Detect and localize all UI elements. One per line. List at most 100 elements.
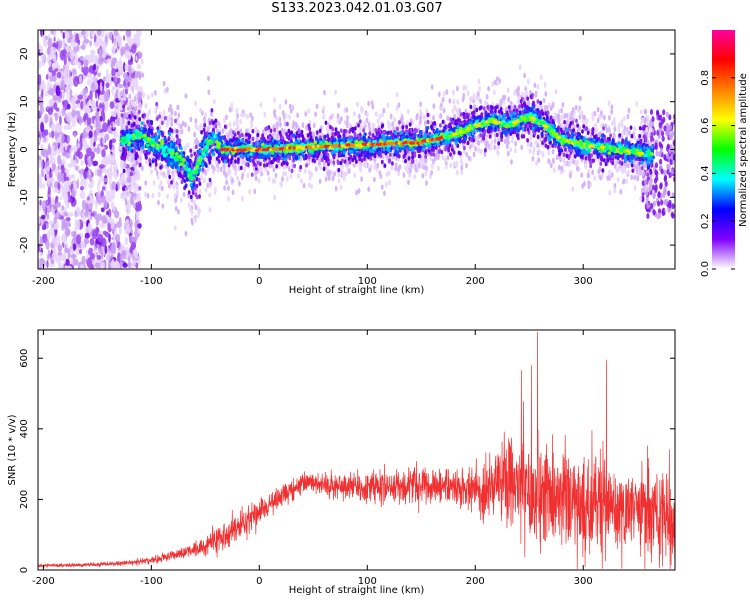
noise-cell	[78, 61, 82, 70]
heatmap-cells	[38, 30, 675, 269]
noise-cell	[665, 111, 669, 118]
heatmap-cell	[395, 105, 399, 112]
noise-cell	[53, 61, 59, 69]
noise-cell	[658, 127, 662, 134]
noise-cell	[71, 258, 74, 264]
heatmap-cell	[331, 175, 335, 182]
heatmap-cell	[552, 167, 556, 173]
heatmap-cell	[504, 138, 507, 145]
noise-cell	[60, 30, 64, 34]
heatmap-cell	[186, 142, 190, 148]
noise-cell	[78, 140, 83, 151]
noise-cell	[83, 170, 89, 179]
noise-cell	[666, 143, 670, 150]
heatmap-cell	[613, 187, 617, 194]
noise-cell	[654, 142, 658, 149]
heatmap-cell	[563, 160, 567, 167]
heatmap-cell	[487, 85, 490, 92]
noise-cell	[42, 234, 45, 239]
heatmap-cell	[278, 103, 282, 110]
noise-cell	[668, 114, 672, 121]
noise-cell	[61, 132, 65, 144]
noise-cell	[86, 105, 90, 114]
heatmap-cell	[384, 181, 388, 188]
noise-cell	[97, 72, 101, 77]
noise-cell	[104, 133, 110, 141]
heatmap-cell	[166, 86, 169, 93]
heatmap-cell	[448, 98, 452, 104]
heatmap-cell	[135, 105, 138, 111]
heatmap-cell	[137, 109, 141, 115]
heatmap-cell	[284, 99, 288, 105]
noise-cell	[657, 200, 661, 207]
noise-cell	[123, 112, 128, 119]
heatmap-cell	[477, 78, 481, 85]
heatmap-cell	[182, 191, 186, 198]
heatmap-cell	[154, 165, 158, 172]
noise-cell	[129, 235, 134, 243]
noise-cell	[54, 211, 61, 220]
noise-cell	[91, 81, 96, 93]
noise-cell	[72, 174, 75, 179]
heatmap-cell	[536, 99, 540, 104]
noise-cell	[666, 153, 670, 160]
noise-cell	[106, 68, 109, 79]
noise-cell	[51, 145, 55, 152]
heatmap-cell	[376, 118, 380, 124]
noise-cell	[88, 130, 93, 139]
heatmap-cell	[458, 108, 462, 114]
heatmap-cell	[217, 166, 221, 172]
heatmap-cell	[159, 170, 163, 176]
heatmap-cell	[462, 92, 466, 99]
noise-cell	[100, 237, 107, 248]
heatmap-cell	[193, 131, 197, 138]
heatmap-cell	[547, 102, 551, 108]
heatmap-cell	[197, 210, 201, 217]
heatmap-cell	[442, 91, 446, 97]
noise-cell	[97, 195, 102, 205]
noise-cell	[659, 183, 663, 190]
noise-cell	[90, 151, 95, 159]
noise-cell	[83, 59, 89, 68]
noise-cell	[646, 203, 650, 210]
noise-cell	[671, 130, 675, 137]
noise-cell	[64, 187, 70, 193]
heatmap-cell	[203, 131, 207, 136]
noise-cell	[46, 260, 49, 268]
heatmap-cell	[299, 165, 303, 170]
heatmap-cell	[122, 123, 126, 129]
heatmap-cell	[365, 117, 369, 124]
noise-cell	[38, 74, 42, 85]
noise-cell	[136, 192, 141, 202]
heatmap-cell	[133, 96, 137, 102]
heatmap-cell	[286, 176, 289, 182]
heatmap-cell	[345, 107, 349, 113]
heatmap-cell	[425, 180, 428, 186]
noise-cell	[83, 39, 90, 44]
heatmap-cell	[598, 166, 602, 173]
heatmap-cell	[189, 116, 193, 123]
noise-cell	[63, 68, 68, 78]
heatmap-cell	[602, 126, 605, 131]
heatmap-cell	[129, 171, 133, 177]
noise-cell	[64, 169, 70, 174]
noise-cell	[49, 117, 53, 126]
heatmap-cell	[223, 117, 226, 123]
noise-cell	[87, 79, 92, 86]
heatmap-cell	[388, 123, 392, 129]
heatmap-cell	[600, 110, 603, 116]
heatmap-cell	[425, 108, 429, 114]
noise-cell	[652, 193, 656, 200]
noise-cell	[59, 254, 62, 262]
noise-cell	[61, 218, 66, 227]
noise-cell	[82, 210, 85, 221]
heatmap-cell	[324, 120, 328, 126]
heatmap-cell	[142, 92, 146, 98]
noise-cell	[77, 94, 83, 100]
heatmap-cell	[174, 110, 177, 117]
noise-cell	[668, 199, 672, 206]
heatmap-cell	[337, 171, 341, 178]
heatmap-cell	[616, 177, 620, 183]
noise-cell	[73, 180, 78, 192]
noise-cell	[102, 137, 106, 146]
